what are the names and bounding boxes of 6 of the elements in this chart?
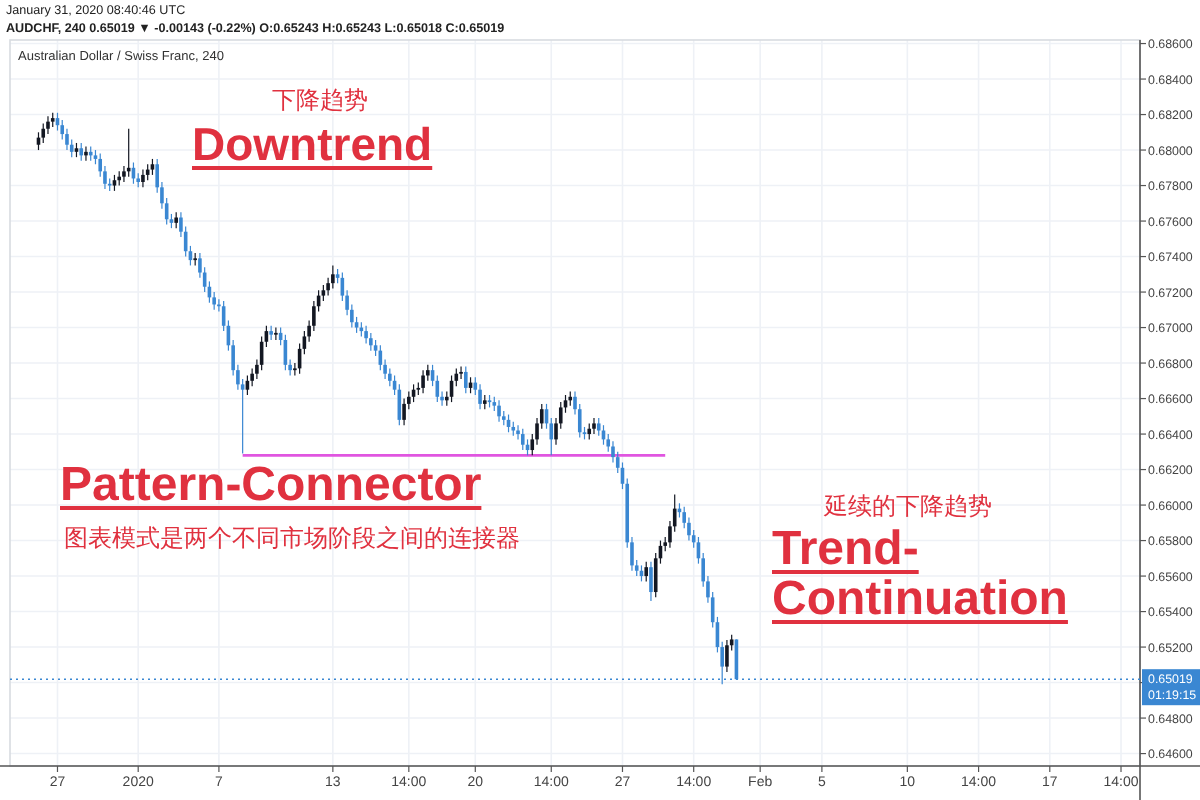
annotation: Trend-Continuation [772,524,1070,625]
annotation: Downtrend [192,120,433,169]
annotation: 图表模式是两个不同市场阶段之间的连接器 [64,526,520,552]
annotation: 延续的下降趋势 [824,494,992,520]
annotation: Pattern-Connector [60,460,482,511]
annotation: 下降趋势 [272,88,368,114]
